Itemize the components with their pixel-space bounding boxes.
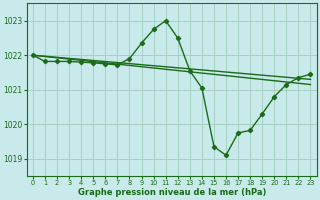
X-axis label: Graphe pression niveau de la mer (hPa): Graphe pression niveau de la mer (hPa) [77, 188, 266, 197]
